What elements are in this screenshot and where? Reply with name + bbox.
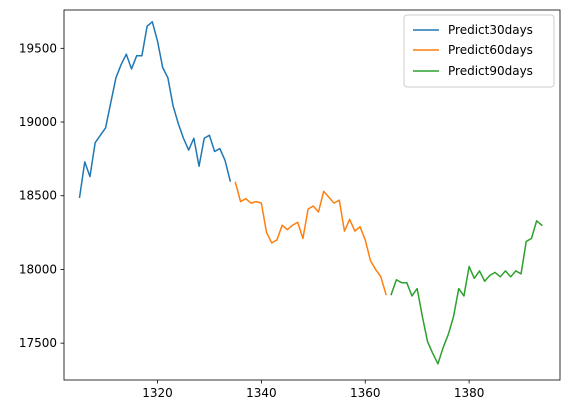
series-line-predict60days — [234, 181, 387, 296]
legend-frame — [403, 14, 555, 88]
axes-frame — [63, 9, 561, 381]
series-line-predict90days — [390, 220, 543, 365]
y-tick-label: 18000 — [19, 262, 57, 276]
y-tick-label: 18500 — [19, 189, 57, 203]
plot-area — [63, 9, 561, 381]
series-layer — [78, 21, 543, 365]
y-tick-label: 19500 — [19, 41, 57, 55]
x-tick-label: 1360 — [350, 386, 381, 400]
series-line-predict30days — [78, 21, 232, 199]
y-tick-label: 19000 — [19, 115, 57, 129]
x-tick-label: 1320 — [142, 386, 173, 400]
y-tick-label: 17500 — [19, 336, 57, 350]
legend: Predict30days Predict60days Predict90day… — [403, 14, 555, 88]
y-axis: 17500 18000 18500 19000 19500 — [19, 41, 64, 350]
legend-label-predict60days: Predict60days — [448, 43, 533, 57]
legend-label-predict30days: Predict30days — [448, 23, 533, 37]
legend-label-predict90days: Predict90days — [448, 64, 533, 78]
x-tick-label: 1340 — [246, 386, 277, 400]
x-tick-label: 1380 — [454, 386, 485, 400]
x-axis: 1320 1340 1360 1380 — [142, 380, 484, 400]
